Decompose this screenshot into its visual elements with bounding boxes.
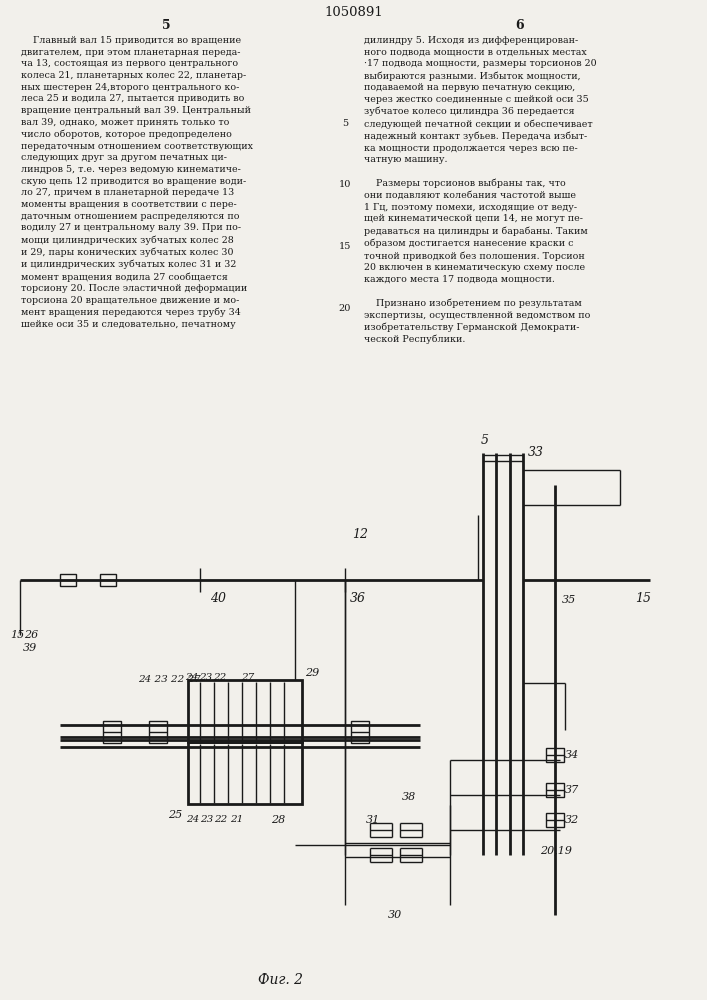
Text: 40: 40 xyxy=(210,591,226,604)
Bar xyxy=(188,680,302,742)
Text: дилиндру 5. Исходя из дифференцирован-
ного подвода мощности в отдельных местах
: дилиндру 5. Исходя из дифференцирован- н… xyxy=(364,36,597,344)
Bar xyxy=(546,748,564,762)
Text: 23: 23 xyxy=(200,816,214,824)
Text: 21: 21 xyxy=(230,816,244,824)
Text: 34: 34 xyxy=(565,750,579,760)
Text: 22: 22 xyxy=(214,816,228,824)
Bar xyxy=(188,742,302,804)
Bar xyxy=(103,721,121,743)
Text: 24: 24 xyxy=(185,672,199,682)
Text: 15: 15 xyxy=(10,630,24,640)
Text: 5: 5 xyxy=(481,434,489,448)
Text: 31: 31 xyxy=(366,815,380,825)
Text: 20: 20 xyxy=(339,304,351,313)
Text: 23: 23 xyxy=(199,672,213,682)
Text: 25: 25 xyxy=(168,810,182,820)
Text: 30: 30 xyxy=(388,910,402,920)
Text: 15: 15 xyxy=(635,591,651,604)
Text: 15: 15 xyxy=(339,242,351,251)
Text: 35: 35 xyxy=(562,595,576,605)
Text: 6: 6 xyxy=(515,19,524,32)
Bar xyxy=(351,721,369,743)
Text: 28: 28 xyxy=(271,815,285,825)
Text: 24: 24 xyxy=(187,816,199,824)
Text: 32: 32 xyxy=(565,815,579,825)
Text: 29: 29 xyxy=(305,668,320,678)
Bar xyxy=(100,574,116,586)
Text: 37: 37 xyxy=(565,785,579,795)
Text: 27: 27 xyxy=(241,672,255,682)
Text: 36: 36 xyxy=(350,591,366,604)
Text: 10: 10 xyxy=(339,180,351,189)
Text: 5: 5 xyxy=(162,19,170,32)
Text: 12: 12 xyxy=(352,528,368,542)
Bar xyxy=(546,783,564,797)
Text: 24 23 22 27: 24 23 22 27 xyxy=(138,676,201,684)
Text: 33: 33 xyxy=(528,446,544,460)
Text: 26: 26 xyxy=(24,630,38,640)
Bar xyxy=(149,721,167,743)
Text: 39: 39 xyxy=(23,643,37,653)
Bar xyxy=(60,574,76,586)
Text: 1050891: 1050891 xyxy=(324,6,383,19)
Text: Фиг. 2: Фиг. 2 xyxy=(257,973,303,987)
Bar xyxy=(546,813,564,827)
Text: Главный вал 15 приводится во вращение
двигателем, при этом планетарная переда-
ч: Главный вал 15 приводится во вращение дв… xyxy=(21,36,253,329)
Text: 5: 5 xyxy=(342,119,348,128)
Text: 22: 22 xyxy=(214,672,227,682)
Text: 20,19: 20,19 xyxy=(540,845,572,855)
Text: 38: 38 xyxy=(402,792,416,802)
